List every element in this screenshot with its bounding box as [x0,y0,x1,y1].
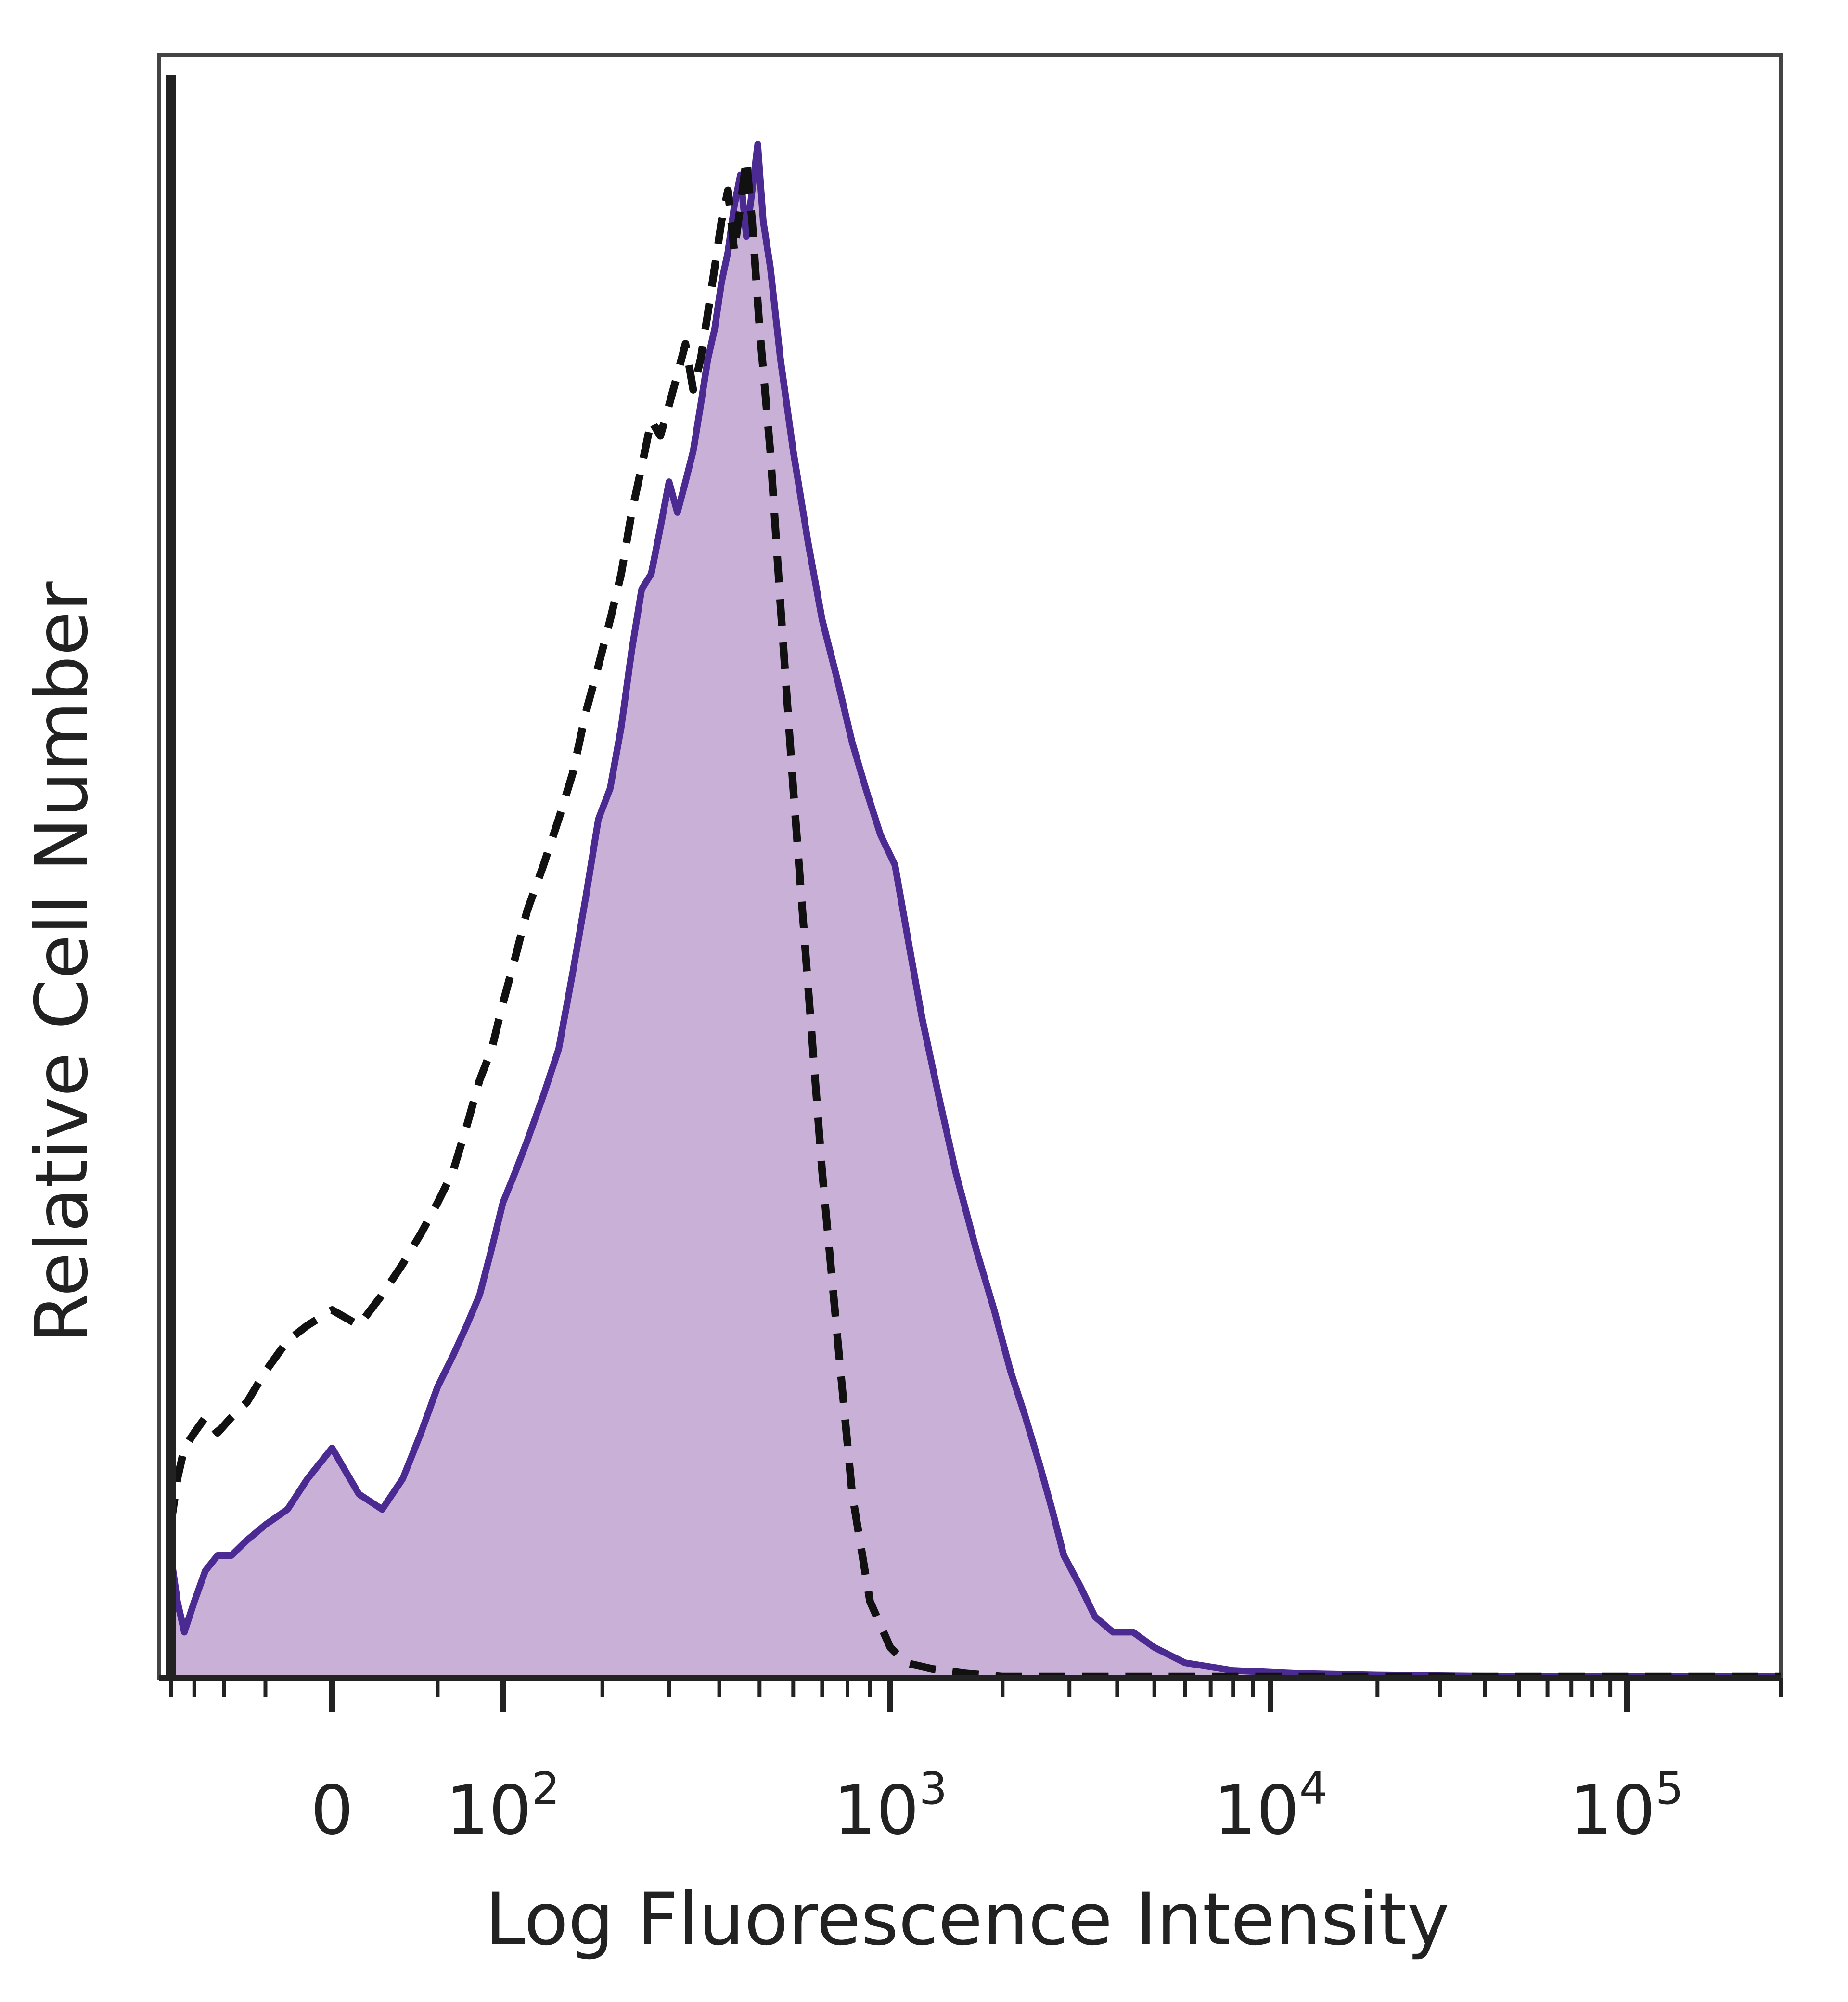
x-tick-layer [169,1678,1783,1712]
x-tick-label: 104 [1214,1763,1328,1850]
filled-histogram-outline [167,141,1781,1680]
dashed-histogram-line [167,155,1781,1681]
x-tick-label-base: 10 [1570,1771,1656,1850]
x-tick-label-base: 0 [310,1771,353,1850]
x-tick-label: 0 [310,1771,353,1850]
x-tick-label-base: 10 [446,1771,532,1850]
x-tick-label: 102 [446,1763,560,1850]
x-tick-label-layer: 0 102 103 104 105 [310,1763,1683,1850]
x-tick-label-exponent: 4 [1299,1763,1328,1814]
x-tick-label: 105 [1570,1763,1684,1850]
x-tick-label-base: 10 [834,1771,919,1850]
series-layer [167,141,1781,1681]
x-tick-label-base: 10 [1214,1771,1299,1850]
x-tick-label-exponent: 5 [1656,1763,1684,1814]
filled-histogram-area [171,144,1781,1678]
x-tick-label: 103 [834,1763,948,1850]
x-axis-label: Log Fluorescence Intensity [485,1878,1450,1962]
y-axis-label: Relative Cell Number [20,581,104,1344]
x-tick-label-exponent: 2 [532,1763,560,1814]
x-tick-label-exponent: 3 [919,1763,948,1814]
